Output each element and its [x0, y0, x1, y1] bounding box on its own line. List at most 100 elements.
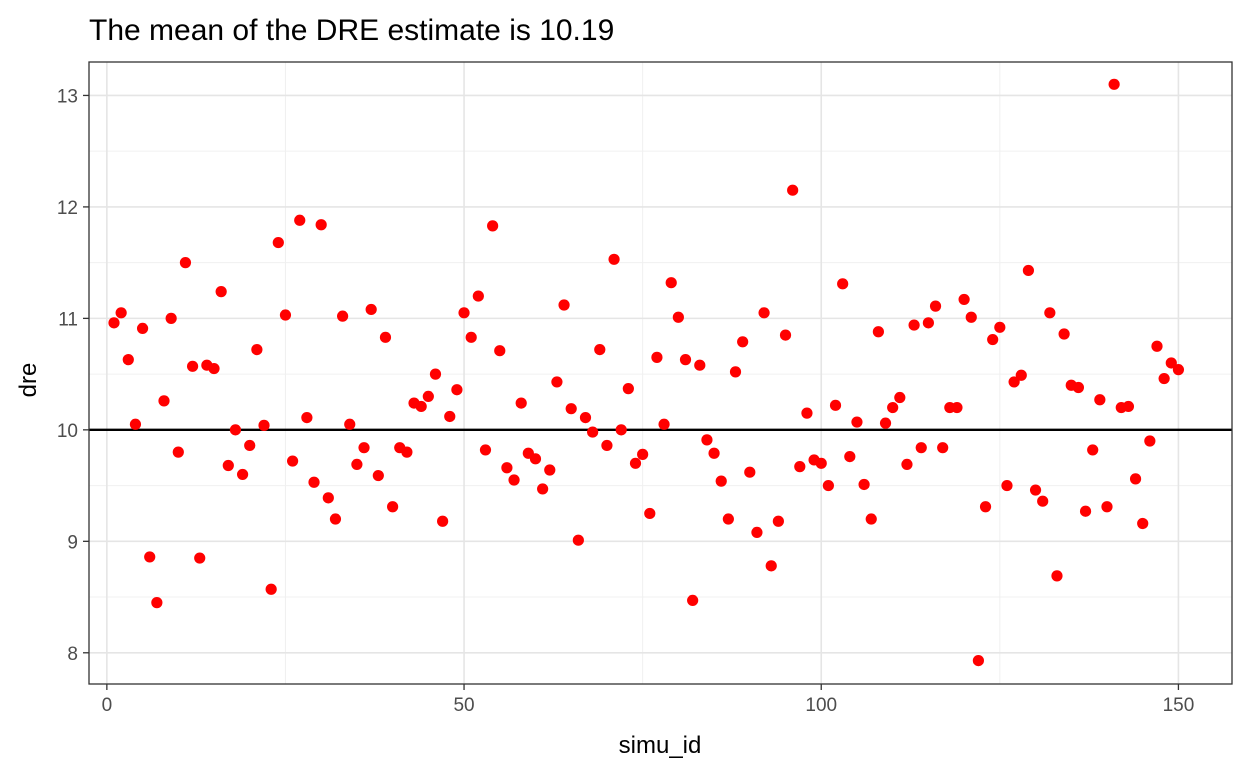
data-point: [251, 343, 263, 356]
data-point: [844, 451, 856, 463]
data-point: [579, 411, 592, 424]
data-point: [872, 326, 884, 338]
data-point: [115, 307, 127, 319]
data-point: [1108, 78, 1120, 90]
data-point: [551, 376, 563, 388]
data-point: [172, 446, 184, 458]
data-point: [772, 515, 784, 527]
y-tick-label: 10: [57, 421, 78, 442]
data-point: [329, 513, 342, 525]
data-point: [365, 303, 377, 316]
data-point: [429, 368, 442, 380]
data-point: [1058, 328, 1070, 340]
data-point: [215, 286, 227, 298]
data-point: [451, 384, 463, 396]
data-point: [322, 492, 334, 504]
data-point: [208, 362, 220, 375]
data-point: [1165, 357, 1177, 369]
data-point: [415, 400, 427, 413]
data-point: [837, 278, 849, 290]
data-point: [1151, 340, 1163, 352]
data-point: [908, 319, 920, 331]
data-point: [308, 476, 320, 488]
data-point: [165, 312, 177, 324]
data-point: [822, 479, 834, 492]
y-tick-label: 8: [67, 644, 78, 665]
data-point: [572, 534, 584, 546]
data-point: [1029, 484, 1042, 496]
data-point: [258, 419, 270, 431]
data-point: [1051, 570, 1063, 582]
data-point: [794, 461, 806, 473]
data-point: [758, 307, 770, 319]
data-point: [537, 483, 549, 495]
data-point: [765, 560, 777, 572]
data-point: [601, 439, 613, 452]
data-point: [279, 309, 292, 321]
data-point: [144, 551, 156, 563]
data-point: [729, 366, 742, 378]
data-point: [465, 331, 477, 343]
data-point: [437, 515, 449, 527]
y-axis: 8 9 10 11 12 13: [57, 86, 89, 665]
data-point: [979, 501, 992, 513]
data-point: [544, 464, 556, 476]
data-point: [515, 397, 527, 409]
data-point: [779, 329, 792, 341]
data-point: [129, 418, 142, 430]
data-point: [658, 418, 670, 430]
data-point: [679, 354, 692, 366]
data-point: [108, 317, 120, 329]
data-point: [965, 311, 977, 323]
data-points: [108, 78, 1185, 667]
data-point: [151, 597, 163, 609]
data-point: [901, 458, 913, 471]
data-point: [865, 513, 877, 525]
data-point: [801, 407, 813, 419]
plot-panel-border: [88, 61, 1233, 685]
y-axis-title: dre: [15, 363, 42, 398]
data-point: [1087, 444, 1099, 456]
data-point: [972, 654, 984, 667]
data-point: [344, 418, 356, 430]
data-point: [265, 583, 277, 595]
data-point: [301, 411, 313, 424]
data-point: [379, 331, 392, 343]
data-point: [815, 457, 827, 469]
data-point: [444, 410, 456, 423]
data-point: [529, 453, 542, 465]
data-point: [829, 399, 842, 411]
data-point: [644, 507, 656, 520]
data-point: [922, 317, 934, 329]
data-point: [1015, 369, 1027, 381]
data-point: [1144, 435, 1156, 447]
data-point: [136, 322, 149, 335]
data-point: [615, 424, 627, 436]
x-tick-label: 150: [1163, 695, 1195, 716]
data-point: [887, 401, 899, 414]
x-axis-title: simu_id: [619, 732, 702, 759]
x-tick-label: 0: [102, 695, 113, 716]
data-point: [915, 442, 927, 454]
data-point: [858, 478, 870, 491]
data-point: [1137, 517, 1149, 530]
data-point: [1101, 501, 1113, 513]
data-point: [879, 417, 892, 429]
data-point: [1022, 264, 1035, 277]
y-tick-label: 9: [67, 532, 78, 553]
data-point: [958, 293, 970, 306]
data-point: [337, 310, 349, 322]
data-point: [701, 434, 713, 446]
data-point: [737, 336, 749, 348]
data-point: [1129, 473, 1142, 485]
data-point: [637, 448, 649, 460]
data-point: [651, 351, 663, 363]
data-point: [315, 219, 327, 231]
data-point: [672, 311, 684, 323]
data-point: [987, 333, 999, 346]
data-point: [1037, 495, 1049, 507]
data-point: [708, 447, 720, 459]
data-point: [1001, 479, 1013, 492]
data-point: [286, 455, 299, 467]
data-point: [894, 391, 906, 404]
